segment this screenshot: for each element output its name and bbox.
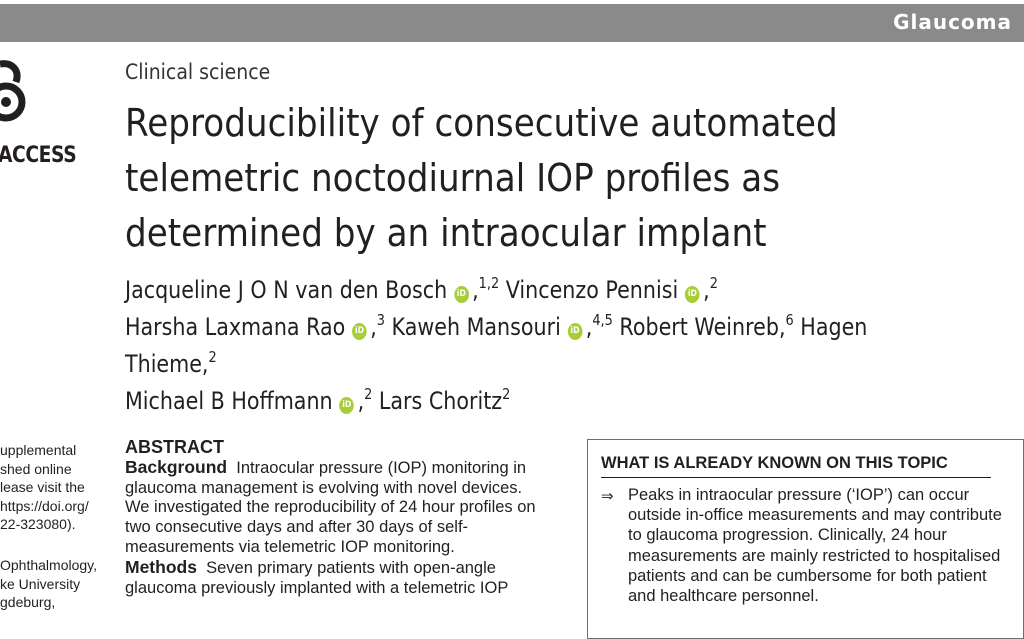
- methods-label: Methods: [125, 556, 197, 577]
- methods-text: Seven primary patients with open-angle g…: [125, 558, 509, 597]
- abstract-heading: ABSTRACT: [125, 437, 224, 457]
- author-name: Vincenzo Pennisi: [505, 276, 679, 304]
- author-affiliation: 6: [785, 311, 794, 329]
- abstract-methods: Methods Seven primary patients with open…: [125, 556, 545, 599]
- orcid-icon[interactable]: iD: [352, 323, 367, 340]
- author-list: Jacqueline J O N van den Bosch iD ,1,2 Vin…: [125, 274, 868, 416]
- supplemental-note: upplemental shed online lease visit the …: [0, 441, 118, 534]
- author-name: Jacqueline J O N van den Bosch: [125, 276, 448, 304]
- doi-link[interactable]: https://doi.org/: [0, 497, 89, 514]
- author-affiliation: 2: [208, 348, 217, 366]
- open-access-label: ACCESS: [0, 143, 77, 168]
- journal-section-label: Glaucoma: [893, 10, 1012, 34]
- author-name: Hagen Thieme,: [125, 313, 868, 378]
- author-affiliation: 2: [364, 385, 373, 403]
- author-affiliation: 3: [376, 311, 385, 329]
- already-known-heading: WHAT IS ALREADY KNOWN ON THIS TOPIC: [601, 454, 991, 478]
- author-name: Robert Weinreb,: [619, 313, 786, 341]
- author-affiliation: 4,5: [592, 311, 613, 329]
- author-name: Kaweh Mansouri: [391, 313, 561, 341]
- author-name: Harsha Laxmana Rao: [125, 313, 346, 341]
- background-text: Intraocular pressure (IOP) monitoring in…: [125, 458, 536, 556]
- affiliation-note: Ophthalmology, ke University gdeburg,: [0, 557, 98, 610]
- author-affiliation: 2: [709, 274, 718, 292]
- orcid-icon[interactable]: iD: [339, 397, 355, 414]
- author-affiliation: 2: [502, 385, 511, 403]
- author-affiliation: 1,2: [478, 274, 500, 292]
- already-known-text: Peaks in intraocular pressure (‘IOP’) ca…: [628, 486, 1002, 606]
- article-category: Clinical science: [125, 60, 271, 84]
- background-label: Background: [125, 456, 228, 477]
- already-known-box: WHAT IS ALREADY KNOWN ON THIS TOPIC ⇒ Pe…: [587, 439, 1024, 639]
- orcid-icon[interactable]: iD: [567, 323, 583, 340]
- abstract-background: Background Intraocular pressure (IOP) mo…: [125, 456, 545, 558]
- author-name: Michael B Hoffmann: [125, 387, 333, 415]
- open-access-lock-icon: [0, 60, 26, 122]
- abstract-section: ABSTRACT Background Intraocular pressure…: [125, 437, 545, 599]
- orcid-icon[interactable]: iD: [454, 286, 469, 303]
- bullet-arrow-icon: ⇒: [601, 488, 614, 505]
- journal-header-bar: Glaucoma: [0, 4, 1024, 42]
- author-name: Lars Choritz: [378, 387, 503, 415]
- article-title: Reproducibility of consecutive automated…: [125, 101, 838, 255]
- orcid-icon[interactable]: iD: [685, 286, 700, 303]
